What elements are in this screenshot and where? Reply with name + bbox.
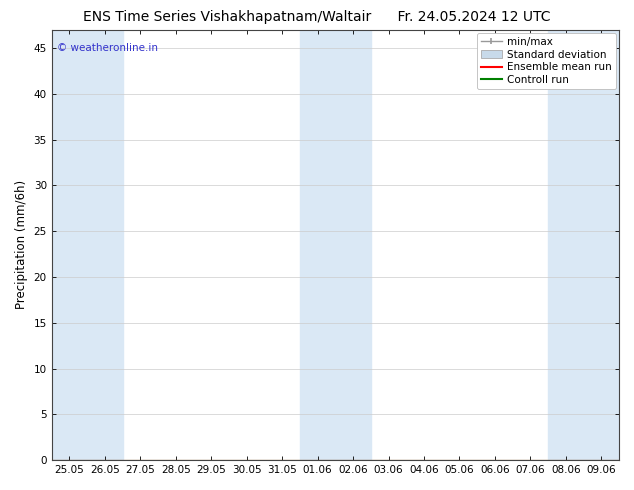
- Bar: [548, 30, 619, 460]
- Text: ENS Time Series Vishakhapatnam/Waltair      Fr. 24.05.2024 12 UTC: ENS Time Series Vishakhapatnam/Waltair F…: [83, 10, 551, 24]
- Legend: min/max, Standard deviation, Ensemble mean run, Controll run: min/max, Standard deviation, Ensemble me…: [477, 33, 616, 89]
- Text: © weatheronline.in: © weatheronline.in: [57, 43, 158, 52]
- Bar: [300, 30, 371, 460]
- Y-axis label: Precipitation (mm/6h): Precipitation (mm/6h): [15, 180, 28, 310]
- Bar: [51, 30, 122, 460]
